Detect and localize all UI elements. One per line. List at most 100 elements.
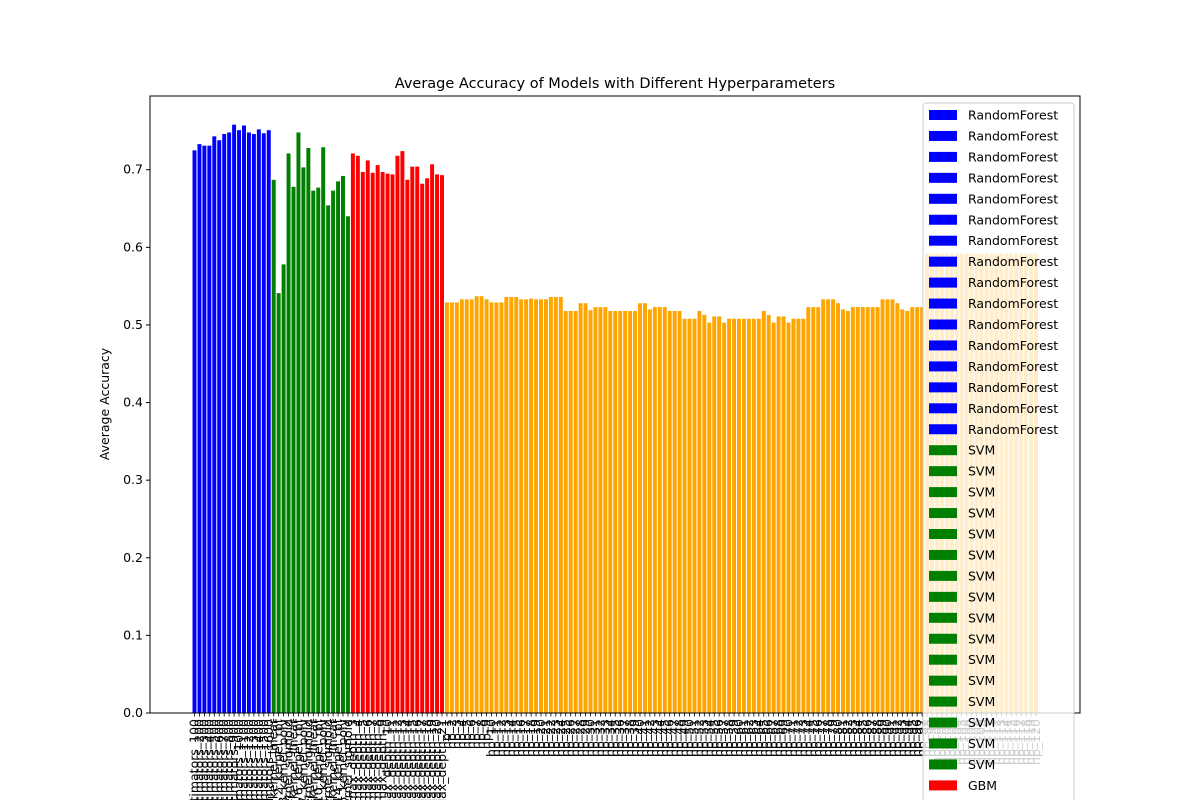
bar-randomforest-5: [212, 136, 217, 713]
x-tick-label: hp_7: [469, 719, 484, 749]
legend-swatch: [929, 445, 957, 456]
x-tick-label: hp_91: [884, 719, 899, 757]
bar-other-3: [454, 302, 459, 713]
x-tick-label: hp_8: [474, 719, 489, 749]
bar-randomforest-7: [222, 134, 227, 713]
legend-label: SVM: [968, 652, 995, 667]
x-tick-label: hp_89: [875, 719, 890, 757]
legend-label: RandomForest: [968, 296, 1058, 311]
bar-other-56: [717, 316, 722, 713]
x-tick-label: hp_35: [607, 719, 622, 757]
legend-label: SVM: [968, 631, 995, 646]
plot-frame: [149, 95, 1081, 714]
legend-swatch: [929, 780, 957, 791]
bar-gbm-6: [375, 165, 380, 714]
bar-other-43: [652, 307, 657, 713]
y-tick-label: 0.6: [123, 239, 143, 254]
bar-randomforest-14: [256, 129, 261, 714]
x-tick-label: hp_52: [691, 719, 706, 757]
legend-swatch: [929, 298, 957, 309]
bar-other-18: [529, 298, 534, 713]
bar-other-88: [875, 307, 880, 713]
legend-box: [922, 102, 1075, 800]
legend-swatch: [929, 717, 957, 728]
legend-label: SVM: [968, 443, 995, 458]
bar-other-48: [677, 310, 682, 713]
legend-swatch: [929, 549, 957, 560]
bar-other-24: [558, 297, 563, 713]
x-tick-label: hp_81: [835, 719, 850, 757]
bar-other-15: [514, 297, 519, 713]
y-tick-label: 0.2: [123, 550, 143, 565]
bar-other-27: [573, 310, 578, 713]
bar-other-6: [469, 299, 474, 713]
bar-other-92: [895, 303, 900, 713]
legend-label: RandomForest: [968, 254, 1058, 269]
bar-other-61: [741, 318, 746, 713]
bar-gbm-11: [400, 151, 405, 713]
x-tick-label: n_estimators_1400: [251, 719, 266, 800]
x-tick-label: n_estimators_900: [226, 719, 241, 800]
legend-swatch: [929, 633, 957, 644]
x-tick-label: hp_92: [889, 719, 904, 757]
x-tick-label: hp_22: [543, 719, 558, 757]
x-tick-label: hp_57: [716, 719, 731, 757]
bar-other-39: [633, 310, 638, 713]
x-tick-label: hp_82: [840, 719, 855, 757]
bar-randomforest-1: [192, 150, 197, 714]
x-tick-label: hp_63: [746, 719, 761, 757]
x-tick-label: n_estimators_1000: [231, 719, 246, 800]
bar-randomforest-8: [227, 132, 232, 713]
y-tick-label: 0.4: [123, 395, 143, 410]
bar-gbm-18: [435, 174, 440, 713]
bar-other-70: [786, 322, 791, 713]
bar-other-86: [865, 307, 870, 713]
y-tick-label: 0.1: [123, 627, 143, 642]
legend-swatch: [929, 424, 957, 435]
bar-svm-10: [316, 187, 321, 713]
bar-other-31: [593, 307, 598, 713]
bar-other-58: [727, 318, 732, 713]
legend-swatch: [929, 110, 957, 120]
bar-other-55: [712, 316, 717, 713]
legend-label: RandomForest: [968, 128, 1058, 143]
bar-randomforest-15: [261, 133, 266, 714]
x-tick-label: hp_21: [538, 719, 553, 757]
bar-gbm-3: [360, 172, 365, 713]
bar-other-93: [900, 309, 905, 713]
x-tick-label: hp_16: [513, 719, 528, 757]
x-tick-label: n_estimators_1500: [256, 719, 271, 800]
chart-title: Average Accuracy of Models with Differen…: [395, 76, 835, 92]
legend-label: RandomForest: [968, 380, 1058, 395]
x-tick-label: hp_23: [548, 719, 563, 757]
x-tick-label: hp_34: [602, 719, 617, 757]
x-tick-label: C_11_kernel_poly: [315, 718, 330, 800]
bar-gbm-17: [430, 164, 435, 713]
legend-swatch: [929, 466, 957, 477]
legend-swatch: [929, 487, 957, 498]
x-tick-label: learning_rate_0.1_max_depth_18: [419, 719, 434, 800]
bar-other-96: [915, 307, 920, 713]
x-tick-label: hp_26: [563, 719, 578, 757]
bar-other-32: [598, 307, 603, 713]
y-tick-label: 0.7: [123, 162, 143, 177]
y-tick-label: 0.5: [123, 317, 143, 332]
x-tick-label: hp_51: [686, 719, 701, 757]
x-tick-label: n_estimators_400: [201, 719, 216, 800]
legend-label: RandomForest: [968, 275, 1058, 290]
legend-label: GBM: [968, 778, 997, 793]
x-tick-label: n_estimators_700: [216, 719, 231, 800]
legend-swatch: [929, 130, 957, 141]
bar-other-91: [890, 299, 895, 713]
x-tick-label: hp_18: [523, 719, 538, 757]
legend-label: RandomForest: [968, 191, 1058, 206]
legend: RandomForest RandomForest RandomForest Rand…: [922, 102, 1075, 800]
bar-other-10: [489, 302, 494, 713]
x-tick-label: learning_rate_0.1_max_depth_13: [394, 719, 409, 800]
bar-other-76: [816, 307, 821, 713]
legend-label: RandomForest: [968, 359, 1058, 374]
bar-other-75: [811, 307, 816, 713]
bar-other-22: [548, 297, 553, 713]
x-tick-label: hp_30: [583, 719, 598, 757]
